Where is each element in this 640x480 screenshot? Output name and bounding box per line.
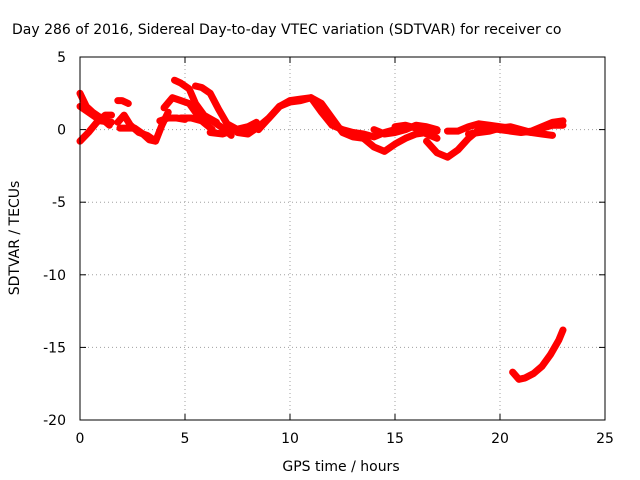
chart-title: Day 286 of 2016, Sidereal Day-to-day VTE… (12, 22, 561, 38)
y-tick-label: -5 (52, 195, 66, 211)
y-tick-label: -10 (43, 268, 66, 284)
y-tick-label: 5 (57, 50, 66, 66)
series-trace-23 (509, 326, 567, 383)
series-trace-3 (76, 102, 115, 126)
y-tick-label: 0 (57, 123, 66, 139)
series-trace-10 (192, 82, 241, 134)
x-tick-label: 0 (76, 431, 85, 447)
x-tick-label: 10 (281, 431, 299, 447)
plot-frame (79, 56, 606, 421)
series-trace-18 (391, 121, 441, 142)
series-trace-17 (370, 121, 441, 138)
series-trace-2 (76, 111, 115, 145)
series-trace-9 (171, 76, 235, 139)
grid-lines (80, 57, 605, 420)
series-trace-6 (116, 108, 172, 145)
data-series (76, 76, 567, 383)
x-tick-label: 25 (596, 431, 614, 447)
y-tick-label: -15 (43, 340, 66, 356)
axis-ticks: 0 5 10 15 20 25 5 0 -5 -10 -15 -20 (43, 50, 614, 447)
x-tick-label: 15 (386, 431, 404, 447)
x-tick-label: 20 (491, 431, 509, 447)
x-axis-label: GPS time / hours (282, 459, 399, 475)
series-trace-22 (475, 117, 567, 136)
series-trace-12 (206, 118, 260, 138)
series-trace-11 (177, 114, 216, 134)
y-tick-label: -20 (43, 413, 66, 429)
y-axis-label: SDTVAR / TECUs (7, 181, 23, 296)
x-tick-label: 5 (181, 431, 190, 447)
series-trace-5 (114, 97, 132, 107)
